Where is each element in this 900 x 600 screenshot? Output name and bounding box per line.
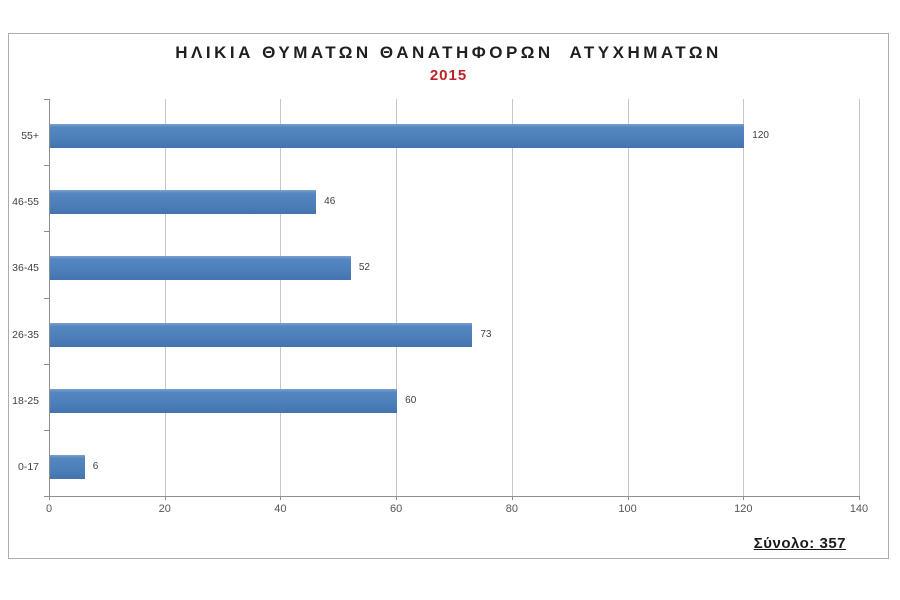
gridline-x-120 [743, 99, 745, 496]
y-axis-tick-6 [44, 496, 49, 497]
gridline-x-60 [396, 99, 398, 496]
x-axis-tick-40 [280, 496, 282, 500]
chart-subtitle: 2015 [429, 67, 468, 84]
gridline-x-80 [511, 99, 513, 496]
y-axis-tick-5 [44, 429, 49, 431]
x-tick-label-20: 20 [158, 503, 171, 515]
x-axis-tick-20 [164, 496, 166, 500]
category-label-26-35: 26-35 [12, 328, 39, 341]
bar-36-45 [50, 256, 351, 281]
gridline-x-20 [164, 99, 166, 496]
y-axis-tick-2 [44, 231, 49, 233]
x-axis-line [49, 496, 859, 497]
plot-area: 0 20 40 60 80 100 120 140 120 55+ 46 46-55 52 36-45 73… [12, 99, 868, 515]
gridline-x-40 [280, 99, 282, 496]
x-axis-tick-140 [859, 496, 860, 500]
x-tick-label-40: 40 [274, 503, 287, 515]
x-tick-label-120: 120 [734, 503, 753, 515]
bar-55+ [50, 124, 745, 149]
gridline-x-100 [627, 99, 629, 496]
category-label-55+: 55+ [21, 130, 39, 143]
x-tick-label-140: 140 [849, 503, 869, 515]
x-tick-label-60: 60 [390, 503, 403, 515]
bar-26-35 [50, 322, 473, 347]
x-tick-label-0: 0 [45, 503, 53, 515]
x-axis-tick-100 [627, 496, 629, 500]
x-axis-tick-0 [49, 496, 50, 500]
y-axis-tick-1 [44, 165, 49, 167]
gridline-x-140 [859, 99, 860, 496]
y-axis-line [49, 99, 50, 496]
value-label-36-45: 52 [358, 262, 370, 274]
x-axis-tick-60 [396, 496, 398, 500]
value-label-0-17: 6 [92, 460, 99, 472]
x-tick-label-80: 80 [505, 503, 518, 515]
category-label-0-17: 0-17 [17, 460, 39, 473]
y-axis-tick-0 [44, 99, 49, 100]
x-axis-tick-80 [511, 496, 513, 500]
bar-18-25 [50, 388, 398, 413]
category-label-18-25: 18-25 [12, 394, 39, 407]
x-axis-tick-120 [743, 496, 745, 500]
value-label-55+: 120 [752, 130, 769, 142]
value-label-26-35: 73 [480, 328, 492, 340]
y-axis-tick-4 [44, 363, 49, 365]
chart-title: ΗΛΙΚΙΑ ΘΥΜΑΤΩΝ ΘΑΝΑΤΗΦΟΡΩΝ ΑΤΥΧΗΜΑΤΩΝ [175, 43, 722, 62]
chart-frame: ΗΛΙΚΙΑ ΘΥΜΑΤΩΝ ΘΑΝΑΤΗΦΟΡΩΝ ΑΤΥΧΗΜΑΤΩΝ 20… [8, 33, 889, 559]
category-label-46-55: 46-55 [12, 196, 39, 209]
value-label-18-25: 60 [405, 394, 417, 406]
bar-0-17 [50, 454, 85, 479]
bar-46-55 [50, 190, 317, 215]
value-label-46-55: 46 [324, 196, 336, 208]
y-axis-tick-3 [44, 297, 49, 299]
total-label: Σύνολο: 357 [753, 535, 846, 552]
category-label-36-45: 36-45 [12, 262, 39, 275]
x-tick-label-100: 100 [618, 503, 637, 515]
